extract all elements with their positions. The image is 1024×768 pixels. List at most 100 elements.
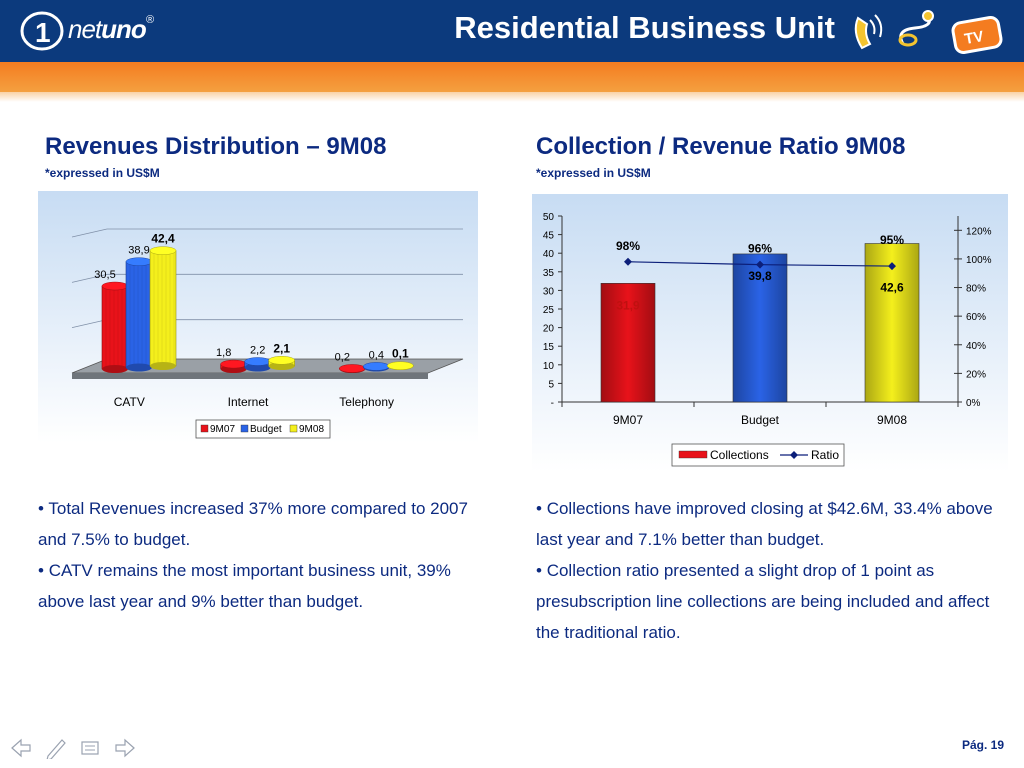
chart2-legend: Collections Ratio bbox=[671, 443, 845, 467]
data-label: 1,8 bbox=[216, 347, 231, 359]
bar-top bbox=[101, 281, 129, 291]
gridline-diagonal bbox=[71, 228, 108, 238]
left-tick-label: 15 bbox=[543, 342, 555, 353]
ratio-point bbox=[888, 262, 896, 271]
data-label: 30,5 bbox=[94, 269, 115, 281]
legend-marker bbox=[790, 451, 798, 459]
right-tick-label: 120% bbox=[966, 226, 992, 237]
left-tick-label: - bbox=[551, 398, 554, 409]
telephone-icon bbox=[854, 14, 883, 50]
legend-label: Budget bbox=[250, 424, 282, 435]
page-number: Pág. 19 bbox=[961, 738, 1004, 752]
bar-top bbox=[220, 359, 247, 369]
right-bullets: • Collections have improved closing at $… bbox=[536, 493, 1006, 648]
left-tick-label: 25 bbox=[543, 305, 555, 316]
category-label: Budget bbox=[741, 413, 780, 427]
legend-swatch bbox=[200, 424, 209, 433]
gridline-diagonal bbox=[71, 319, 108, 329]
header-bar: 1 netuno® Residential Business Unit TV bbox=[0, 0, 1024, 62]
legend-swatch bbox=[289, 424, 298, 433]
right-section-subtitle: *expressed in US$M bbox=[536, 166, 651, 180]
left-tick-label: 30 bbox=[543, 286, 555, 297]
data-label: 2,1 bbox=[273, 341, 290, 355]
bar-top bbox=[149, 246, 177, 255]
ratio-label: 96% bbox=[748, 242, 772, 256]
orange-band bbox=[0, 62, 1024, 92]
bar-data-label: 42,6 bbox=[880, 281, 904, 295]
legend-label: 9M07 bbox=[210, 424, 235, 435]
category-label: Telephony bbox=[339, 395, 394, 409]
svg-text:TV: TV bbox=[963, 28, 985, 48]
right-tick-label: 100% bbox=[966, 255, 992, 266]
bar-top bbox=[387, 361, 414, 370]
right-tick-label: 20% bbox=[966, 369, 986, 380]
category-label: Internet bbox=[228, 395, 269, 409]
category-label: CATV bbox=[114, 395, 145, 409]
bar-top bbox=[268, 356, 295, 365]
right-tick-label: 60% bbox=[966, 312, 986, 323]
legend-label: 9M08 bbox=[299, 424, 324, 435]
left-bullets: • Total Revenues increased 37% more comp… bbox=[38, 493, 488, 617]
bar-base bbox=[150, 362, 176, 370]
bullet-item: • CATV remains the most important busine… bbox=[38, 561, 451, 611]
left-tick-label: 5 bbox=[548, 379, 554, 390]
revenues-chart: 30,5 38,942,4 CATV 1,8 2,2 2,1 Internet 0,2 0,4 0… bbox=[38, 191, 478, 443]
pen-icon[interactable] bbox=[46, 739, 66, 759]
ratio-label: 98% bbox=[616, 239, 640, 253]
left-section-title: Revenues Distribution – 9M08 bbox=[45, 133, 387, 160]
ratio-point bbox=[756, 260, 764, 269]
gridline-diagonal bbox=[71, 273, 108, 283]
chart1-legend: 9M07 Budget 9M08 bbox=[195, 419, 331, 439]
legend-label: Collections bbox=[710, 448, 769, 462]
orange-fade bbox=[0, 92, 1024, 102]
bar-top bbox=[244, 357, 271, 366]
ratio-label: 95% bbox=[880, 233, 904, 247]
bar-top bbox=[363, 362, 390, 371]
bar-data-label: 31,9 bbox=[616, 298, 640, 312]
bar-9m08 bbox=[149, 250, 177, 367]
bar-base bbox=[102, 365, 128, 373]
legend-swatch bbox=[240, 424, 249, 433]
revenues-chart-panel: 30,5 38,9 42,4 CATV 1,8 2,2 2,1 Internet 0,2 0,4 0… bbox=[38, 191, 478, 443]
forward-arrow-icon[interactable] bbox=[115, 738, 135, 758]
service-icons: TV bbox=[854, 10, 1003, 54]
left-tick-label: 45 bbox=[543, 231, 555, 242]
back-arrow-icon[interactable] bbox=[11, 738, 31, 758]
right-section-title: Collection / Revenue Ratio 9M08 bbox=[536, 133, 906, 160]
page-title: Residential Business Unit bbox=[454, 10, 835, 45]
category-label: 9M07 bbox=[613, 413, 643, 427]
bar-base bbox=[244, 363, 271, 372]
data-label: 38,9 bbox=[128, 245, 149, 257]
left-tick-label: 50 bbox=[543, 212, 555, 223]
data-label: 2,2 bbox=[250, 345, 265, 357]
collection-chart: - 5 10 15 20 25 30 35 40 45 50 0% 20% 40% 60% 80% 100% 12… bbox=[532, 194, 1008, 472]
internet-icon bbox=[898, 10, 934, 47]
left-tick-label: 20 bbox=[543, 324, 555, 335]
left-tick-label: 35 bbox=[543, 268, 555, 279]
bar-top bbox=[339, 364, 366, 373]
legend-label: Ratio bbox=[811, 448, 839, 462]
netuno-logo: 1 bbox=[20, 11, 64, 51]
bar-data-label: 39,8 bbox=[748, 269, 772, 283]
collection-bar bbox=[600, 283, 656, 403]
left-tick-label: 40 bbox=[543, 249, 555, 260]
tv-icon: TV bbox=[951, 16, 1003, 54]
left-section-subtitle: *expressed in US$M bbox=[45, 166, 160, 180]
menu-icon[interactable] bbox=[81, 741, 99, 755]
ratio-point bbox=[624, 257, 632, 266]
left-tick-label: 10 bbox=[543, 361, 555, 372]
bullet-item: • Total Revenues increased 37% more comp… bbox=[38, 499, 468, 549]
data-label: 0,2 bbox=[335, 351, 350, 363]
svg-text:1: 1 bbox=[35, 17, 51, 48]
category-label: 9M08 bbox=[877, 413, 907, 427]
legend-swatch bbox=[678, 450, 708, 459]
bullet-item: • Collection ratio presented a slight dr… bbox=[536, 561, 990, 642]
collection-bar bbox=[732, 253, 788, 403]
data-label: 0,4 bbox=[369, 349, 384, 361]
chart-floor-edge bbox=[72, 373, 428, 379]
right-tick-label: 0% bbox=[966, 398, 981, 409]
logo-wordmark: netuno® bbox=[68, 14, 154, 44]
data-label: 42,4 bbox=[151, 232, 175, 246]
collection-chart-panel: - 5 10 15 20 25 30 35 40 45 50 0% 20% 40% 60% 80% 100% 12… bbox=[532, 194, 1008, 472]
right-tick-label: 80% bbox=[966, 284, 986, 295]
